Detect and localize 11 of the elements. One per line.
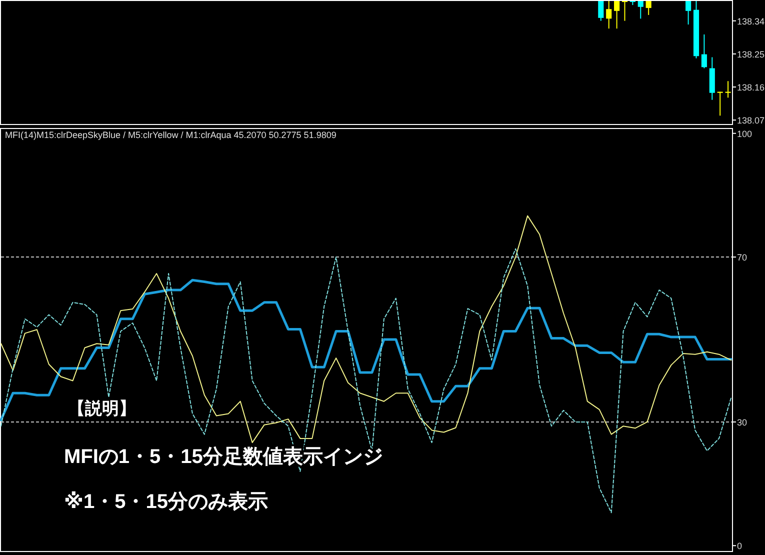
- y-tick-label: 138.25: [737, 49, 765, 60]
- y-tick-label: 100: [737, 128, 752, 139]
- y-tick-label: 138.07: [737, 116, 765, 126]
- y-tick-label: 138.34: [737, 16, 765, 26]
- y-tick-label: 70: [737, 252, 748, 263]
- y-tick-label: 0: [737, 541, 742, 552]
- y-tick-label: 138.16: [737, 82, 765, 92]
- y-tick-label: 30: [737, 417, 748, 428]
- annotation: 【説明】: [68, 399, 136, 418]
- annotation: ※1・5・15分のみ表示: [64, 491, 268, 513]
- annotation: MFI(14)M15:clrDeepSkyBlue / M5:clrYellow / M1:clrAqua 45.2070 50.2775 51.9809: [5, 130, 336, 140]
